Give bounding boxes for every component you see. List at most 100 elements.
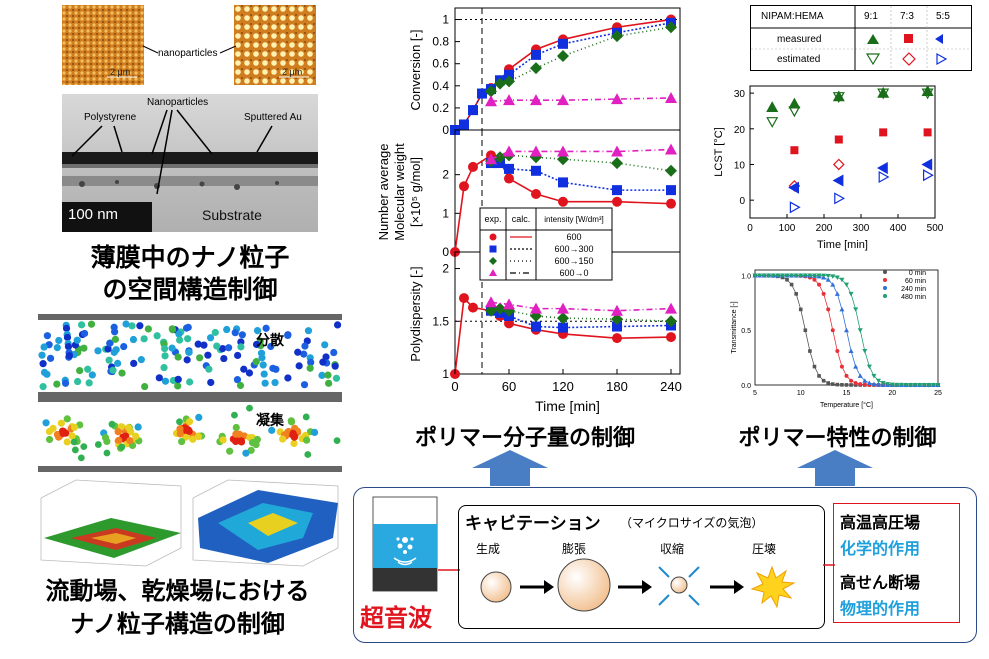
lcst-point [876,162,888,175]
particle [80,344,88,352]
tem-label-polystyrene: Polystyrene [84,112,137,123]
particle [322,353,330,361]
effect2-sub: 物理的作用 [840,599,921,618]
particle [137,356,145,364]
table-header-5-5: 5:5 [936,11,950,22]
trans-legend-label: 60 min [905,278,926,285]
effect1-title: 高温高圧場 [840,513,921,532]
data-point [557,302,569,314]
particle [306,364,314,372]
title-flow-line1: 流動場、乾燥場における [45,577,310,605]
y-tick-label: 1 [442,206,449,220]
trans-point [821,273,827,279]
title-thin-film-line1: 薄膜中のナノ粒子 [90,243,290,272]
data-point [468,302,478,313]
particle [71,446,79,454]
bubble-shrinking [670,576,688,594]
trans-point [849,378,854,383]
particle [301,342,309,350]
data-point [468,105,478,116]
tem-label-substrate: Substrate [202,207,262,223]
data-point [485,296,497,308]
particle [213,342,221,350]
data-point [494,77,506,90]
sim-dispersed-particles [38,320,342,391]
trans-point [898,382,904,388]
bubble-note: （マイクロサイズの気泡） [620,516,764,530]
trans-point [839,306,845,312]
trans-point [830,282,836,287]
particle [235,430,243,438]
series-line [490,26,672,92]
data-point [485,95,497,107]
particle [196,354,204,362]
trans-legend-label: 0 min [909,270,926,277]
particle [300,381,309,389]
ultrasound-vessel-icon [372,496,438,592]
cavitation-box [458,505,825,629]
data-point [459,181,469,192]
particle [184,335,192,343]
y-tick-label: 0 [442,123,449,137]
collapse-burst-icon [750,565,796,609]
lcst-point [788,97,801,109]
data-point [611,157,623,170]
data-point [557,312,569,325]
data-point [531,165,541,176]
legend-5-5-estimated [936,52,948,66]
particle [310,428,319,436]
particle [161,352,169,360]
particle [128,322,136,330]
x-tick-label: 0 [747,223,753,234]
particle [53,380,61,388]
step-expand: 膨張 [562,542,587,556]
data-point [531,49,541,60]
y-tick-label: 0.2 [432,101,449,115]
data-point [494,302,506,315]
particle [333,321,342,329]
particle [325,379,333,387]
particle [59,429,67,437]
x-tick-label: 240 [660,379,682,394]
ylabel-mw-2: Molecular weight [392,143,407,241]
data-point [503,145,515,157]
data-point [611,30,623,43]
afm-scale-left: 2 μm [110,67,131,77]
particle [174,375,182,384]
trans-point [848,291,854,297]
particle [74,377,82,386]
trans-point [816,273,822,279]
x-tick-label: 5 [753,390,757,397]
particle [304,451,312,458]
trans-point [876,378,882,384]
afm-pointers [142,45,237,54]
trans-point [844,282,849,288]
particle [332,374,341,382]
up-arrow-left [472,450,548,486]
trans-point [917,382,923,388]
particle [134,423,142,431]
particle [245,369,254,377]
particle [43,332,51,340]
particle [62,324,71,332]
afm-image-left: 2 μm [62,5,144,85]
particle [284,331,292,340]
particle [185,348,193,356]
ultrasound-box [353,487,977,643]
data-point [558,177,568,188]
particle [182,324,191,332]
trans-point [866,380,872,386]
trans-point [844,373,849,378]
arrow-2 [618,580,652,594]
particle [118,443,126,451]
particle [39,383,47,391]
particle [252,340,261,349]
cavitation-process [480,558,796,612]
trans-point [830,274,836,279]
particle-3d-flow-graphic [40,479,182,567]
trans-point [830,382,835,386]
lcst-y-label: LCST [°C] [713,127,725,176]
particle [178,437,186,446]
sim-aggregated-label: 凝集 [256,413,284,429]
